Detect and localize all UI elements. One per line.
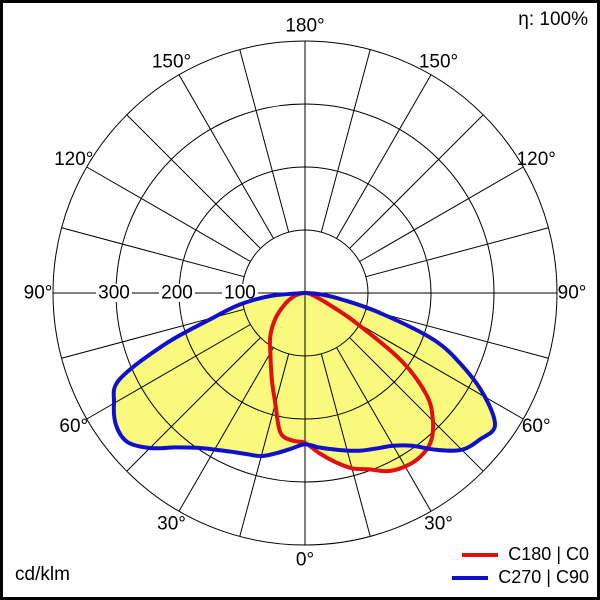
efficiency-label: η: 100%: [518, 9, 588, 30]
radial-tick-300: 300: [98, 283, 130, 304]
angle-label-60-left: 60°: [59, 416, 88, 437]
radial-tick-200: 200: [161, 283, 193, 304]
legend-item-c180-c0: C180 | C0: [462, 545, 589, 565]
legend-label-c270-c90: C270 | C90: [498, 567, 589, 588]
beam-fill: [113, 293, 495, 472]
legend-line-red-icon: [462, 553, 499, 558]
angle-label-60-right: 60°: [522, 416, 551, 437]
angle-label-30-right: 30°: [424, 514, 453, 535]
legend-line-blue-icon: [452, 576, 489, 581]
radial-tick-100: 100: [224, 283, 256, 304]
angle-label-120-left: 120°: [54, 149, 93, 170]
angle-label-120-right: 120°: [517, 149, 556, 170]
legend-item-c270-c90: C270 | C90: [452, 567, 589, 588]
unit-label: cd/klm: [15, 564, 70, 585]
angle-label-180: 180°: [285, 16, 324, 37]
angle-labels: 0° 30° 30° 60° 60° 90° 90° 120° 120° 150° 150° 180°: [24, 16, 587, 571]
angle-label-150-right: 150°: [419, 51, 458, 72]
polar-chart-canvas: 100 200 300 0° 30° 30° 60° 60° 90° 90° 120° 120° 150…: [24, 16, 587, 571]
legend: C180 | C0 C270 | C90: [452, 545, 589, 588]
curve-c270-c90: [111, 291, 497, 459]
radial-tick-labels: 100 200 300: [96, 283, 258, 304]
angle-label-90-left: 90°: [24, 283, 53, 304]
angle-label-150-left: 150°: [152, 51, 191, 72]
angle-label-0: 0°: [296, 550, 314, 571]
legend-label-c180-c0: C180 | C0: [508, 544, 589, 565]
angle-label-90-right: 90°: [558, 283, 587, 304]
angle-label-30-left: 30°: [157, 514, 186, 535]
